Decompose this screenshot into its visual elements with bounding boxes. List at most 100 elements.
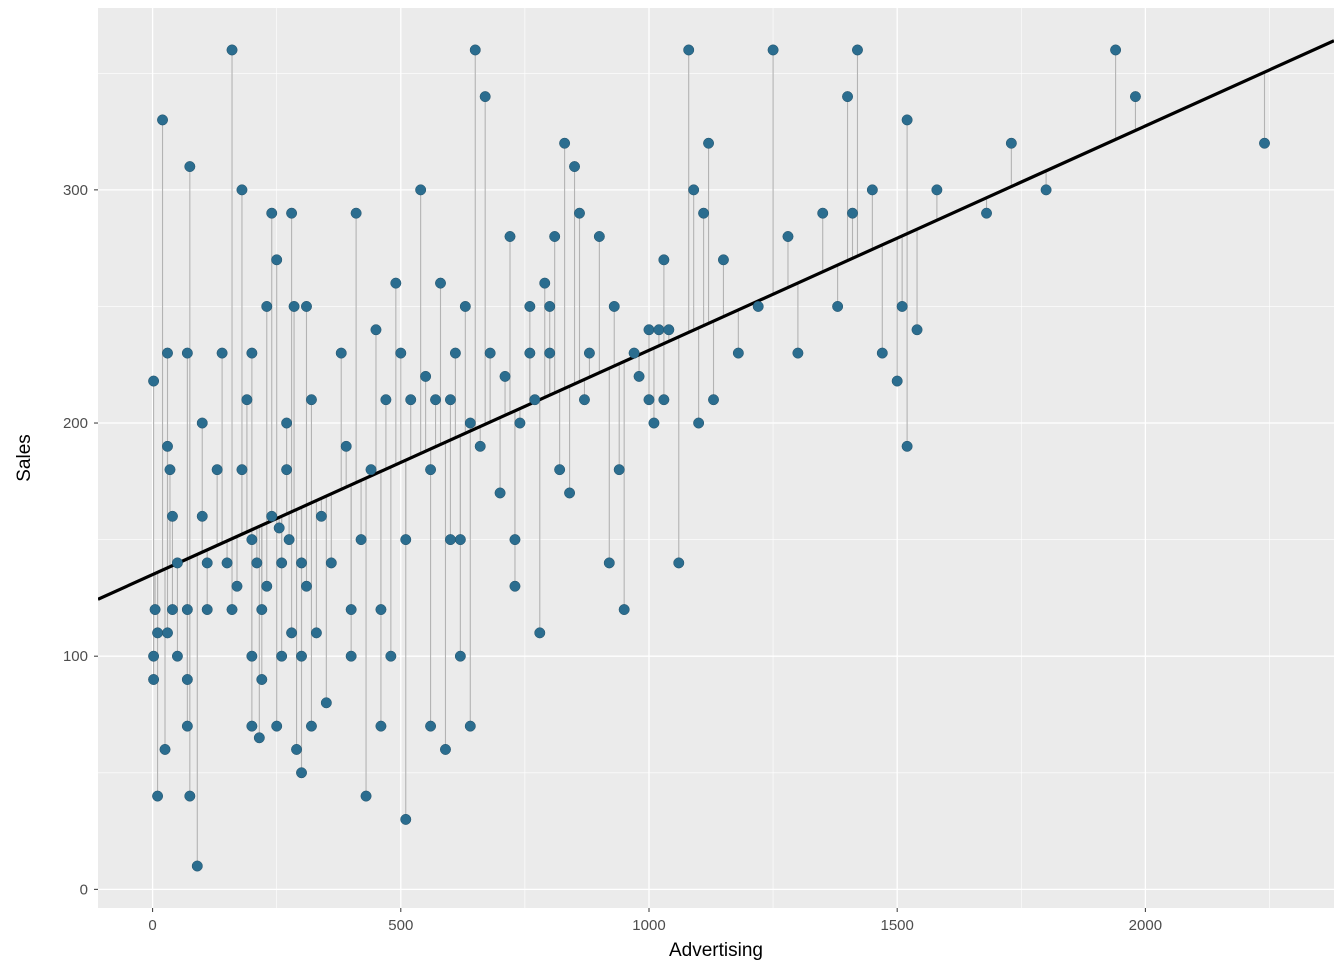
data-point [510,534,520,544]
data-point [683,45,693,55]
data-point [852,45,862,55]
data-point [247,721,257,731]
data-point [257,674,267,684]
x-tick-label: 2000 [1129,917,1162,934]
data-point [152,791,162,801]
data-point [753,301,763,311]
data-point [649,418,659,428]
data-point [674,558,684,568]
data-point [341,441,351,451]
data-point [284,534,294,544]
data-point [222,558,232,568]
data-point [480,91,490,101]
data-point [842,91,852,101]
y-tick-label: 200 [63,415,88,432]
data-point [698,208,708,218]
data-point [262,301,272,311]
data-point [296,651,306,661]
data-point [877,348,887,358]
data-point [644,325,654,335]
data-point [217,348,227,358]
data-point [401,814,411,824]
data-point [768,45,778,55]
y-axis-label: Sales [14,434,35,482]
data-point [708,395,718,405]
x-tick-label: 500 [388,917,413,934]
data-point [346,651,356,661]
data-point [832,301,842,311]
data-point [311,628,321,638]
x-tick-label: 1500 [880,917,913,934]
data-point [564,488,574,498]
data-point [162,348,172,358]
data-point [892,376,902,386]
data-point [659,255,669,265]
data-point [346,604,356,614]
data-point [793,348,803,358]
data-point [574,208,584,218]
data-point [185,791,195,801]
data-point [165,464,175,474]
data-point [584,348,594,358]
data-point [227,604,237,614]
data-point [425,721,435,731]
data-point [281,464,291,474]
data-point [182,348,192,358]
data-point [157,115,167,125]
data-point [733,348,743,358]
data-point [242,395,252,405]
data-point [197,511,207,521]
data-point [306,721,316,731]
data-point [545,348,555,358]
scatter-chart: 05001000150020000100200300AdvertisingSal… [0,0,1344,960]
data-point [237,464,247,474]
data-point [500,371,510,381]
data-point [634,371,644,381]
data-point [257,604,267,614]
data-point [445,395,455,405]
data-point [182,674,192,684]
data-point [932,185,942,195]
data-point [455,651,465,661]
data-point [254,733,264,743]
data-point [559,138,569,148]
data-point [401,534,411,544]
data-point [569,161,579,171]
data-point [381,395,391,405]
data-point [212,464,222,474]
data-point [366,464,376,474]
data-point [525,348,535,358]
data-point [286,208,296,218]
data-point [202,604,212,614]
data-point [301,301,311,311]
data-point [654,325,664,335]
data-point [167,604,177,614]
data-point [495,488,505,498]
data-point [1110,45,1120,55]
data-point [321,698,331,708]
data-point [902,441,912,451]
data-point [150,604,160,614]
data-point [306,395,316,405]
data-point [197,418,207,428]
data-point [629,348,639,358]
data-point [182,721,192,731]
data-point [162,628,172,638]
data-point [1041,185,1051,195]
data-point [420,371,430,381]
y-tick-label: 100 [63,648,88,665]
data-point [232,581,242,591]
data-point [162,441,172,451]
data-point [703,138,713,148]
data-point [301,581,311,591]
data-point [554,464,564,474]
data-point [1006,138,1016,148]
data-point [579,395,589,405]
data-point [783,231,793,241]
data-point [172,651,182,661]
y-tick-label: 0 [80,881,88,898]
data-point [267,511,277,521]
data-point [1259,138,1269,148]
data-point [609,301,619,311]
data-point [485,348,495,358]
